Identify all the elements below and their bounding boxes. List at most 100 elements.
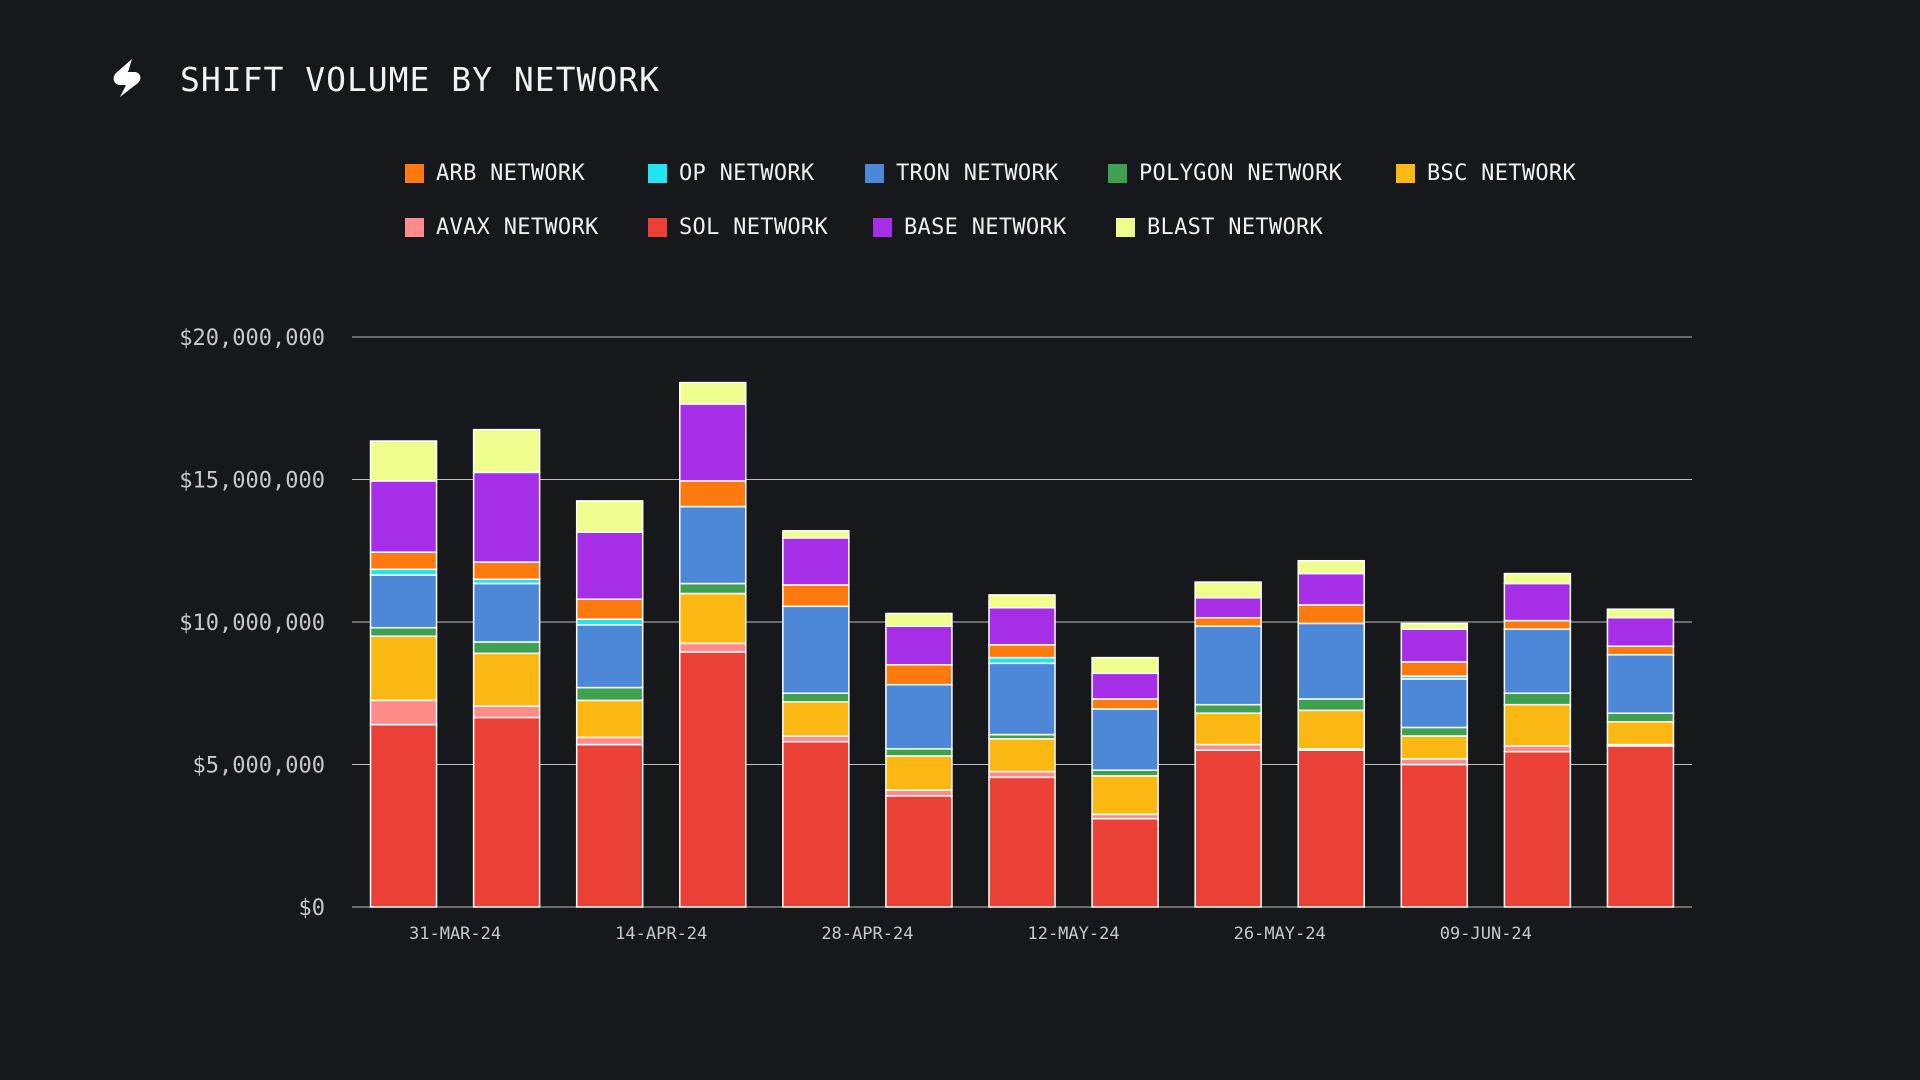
- bar-segment-base: [782, 537, 850, 586]
- bar-segment-bsc: [1194, 712, 1262, 746]
- bar-segment-tron: [472, 582, 541, 643]
- x-tick-label: 26-MAY-24: [1234, 924, 1326, 944]
- legend-item-bsc[interactable]: BSC NETWORK: [1396, 161, 1576, 186]
- bar-segment-base: [1297, 572, 1365, 606]
- legend-swatch-blast: [1116, 217, 1135, 237]
- bar-segment-op: [369, 568, 438, 576]
- legend-swatch-op: [648, 163, 667, 183]
- bar-segment-bsc: [988, 738, 1056, 773]
- bar-segment-bsc: [679, 592, 747, 645]
- legend-item-arb[interactable]: ARB NETWORK: [405, 161, 648, 186]
- bar-stack: [1503, 572, 1572, 908]
- legend-item-tron[interactable]: TRON NETWORK: [865, 161, 1108, 186]
- legend-swatch-sol: [648, 217, 667, 237]
- bar-segment-sol: [575, 743, 644, 908]
- bar-stack: [679, 381, 747, 908]
- bar-segment-sol: [679, 651, 747, 908]
- bar-stack: [369, 440, 438, 908]
- bar-segment-tron: [1606, 654, 1675, 714]
- bar-segment-polygon: [1503, 692, 1572, 706]
- bar-segment-bsc: [1400, 735, 1469, 760]
- x-tick-label: 31-MAR-24: [409, 924, 501, 944]
- bar-segment-bsc: [782, 701, 850, 737]
- bar-segment-polygon: [369, 626, 438, 638]
- legend-label-bsc: BSC NETWORK: [1427, 160, 1576, 186]
- legend-label-base: BASE NETWORK: [904, 214, 1067, 240]
- bar-segment-bsc: [1503, 703, 1572, 747]
- bar-segment-arb: [1503, 619, 1572, 630]
- bar-segment-avax: [885, 789, 953, 797]
- legend-item-sol[interactable]: SOL NETWORK: [648, 215, 873, 240]
- legend-swatch-bsc: [1396, 163, 1415, 183]
- bar-segment-op: [575, 618, 644, 626]
- bar-segment-avax: [1400, 758, 1469, 766]
- chart-legend: ARB NETWORK OP NETWORK TRON NETWORK POLY…: [405, 160, 1645, 268]
- bar-segment-sol: [885, 795, 953, 908]
- bar-segment-sol: [1400, 763, 1469, 908]
- bar-segment-blast: [1091, 656, 1159, 675]
- legend-item-avax[interactable]: AVAX NETWORK: [405, 215, 648, 240]
- bar-segment-tron: [679, 505, 747, 585]
- bar-segment-blast: [782, 530, 850, 539]
- legend-swatch-arb: [405, 163, 424, 183]
- legend-swatch-base: [873, 217, 892, 237]
- x-tick-label: 12-MAY-24: [1027, 924, 1119, 944]
- bar-segment-polygon: [472, 641, 541, 655]
- bar-segment-sol: [782, 740, 850, 908]
- bar-stack: [1297, 559, 1365, 908]
- legend-label-blast: BLAST NETWORK: [1147, 214, 1324, 240]
- bar-segment-bsc: [369, 635, 438, 702]
- legend-label-tron: TRON NETWORK: [896, 160, 1059, 186]
- bar-segment-sol: [1503, 750, 1572, 908]
- bar-segment-tron: [575, 624, 644, 689]
- bar-segment-base: [1091, 672, 1159, 700]
- x-tick-label: 14-APR-24: [615, 924, 707, 944]
- y-tick-label: $10,000,000: [179, 611, 325, 636]
- bar-segment-blast: [1297, 559, 1365, 575]
- bar-segment-blast: [885, 612, 953, 628]
- legend-swatch-avax: [405, 217, 424, 237]
- bar-segment-arb: [1297, 604, 1365, 625]
- legend-label-polygon: POLYGON NETWORK: [1139, 160, 1343, 186]
- bar-segment-polygon: [885, 748, 953, 757]
- bar-segment-base: [1400, 628, 1469, 663]
- bar-segment-tron: [1091, 708, 1159, 771]
- legend-item-op[interactable]: OP NETWORK: [648, 161, 865, 186]
- bar-segment-polygon: [1400, 726, 1469, 737]
- bar-segment-blast: [988, 594, 1056, 609]
- bar-segment-polygon: [679, 582, 747, 595]
- bar-segment-polygon: [782, 692, 850, 703]
- bar-segment-avax: [575, 736, 644, 746]
- bar-stack: [1091, 656, 1159, 908]
- bar-segment-base: [885, 625, 953, 666]
- x-tick-label: 09-JUN-24: [1440, 924, 1532, 944]
- bar-segment-avax: [472, 705, 541, 719]
- bar-segment-sol: [369, 723, 438, 908]
- bar-segment-arb: [1194, 616, 1262, 628]
- bar-stack: [782, 530, 850, 908]
- bar-segment-sol: [1091, 817, 1159, 908]
- legend-item-base[interactable]: BASE NETWORK: [873, 215, 1116, 240]
- bar-segment-tron: [1503, 628, 1572, 694]
- y-tick-label: $15,000,000: [179, 469, 325, 494]
- legend-item-blast[interactable]: BLAST NETWORK: [1116, 215, 1323, 240]
- bar-segment-arb: [369, 551, 438, 571]
- bar-segment-tron: [782, 605, 850, 695]
- bar-segment-base: [1503, 582, 1572, 622]
- bar-segment-tron: [1400, 678, 1469, 729]
- legend-item-polygon[interactable]: POLYGON NETWORK: [1108, 161, 1396, 186]
- bar-segment-blast: [1194, 581, 1262, 599]
- bar-segment-avax: [988, 770, 1056, 779]
- bar-segment-tron: [369, 574, 438, 629]
- y-tick-label: $0: [299, 896, 326, 921]
- bar-segment-bsc: [885, 755, 953, 791]
- bar-stack: [1606, 608, 1675, 908]
- bar-segment-arb: [782, 584, 850, 608]
- bar-stack: [988, 594, 1056, 908]
- bar-segment-base: [988, 607, 1056, 646]
- bar-stack: [472, 428, 541, 908]
- legend-label-arb: ARB NETWORK: [436, 160, 585, 186]
- legend-row: AVAX NETWORK SOL NETWORK BASE NETWORK BL…: [405, 214, 1645, 240]
- bar-segment-blast: [1606, 608, 1675, 619]
